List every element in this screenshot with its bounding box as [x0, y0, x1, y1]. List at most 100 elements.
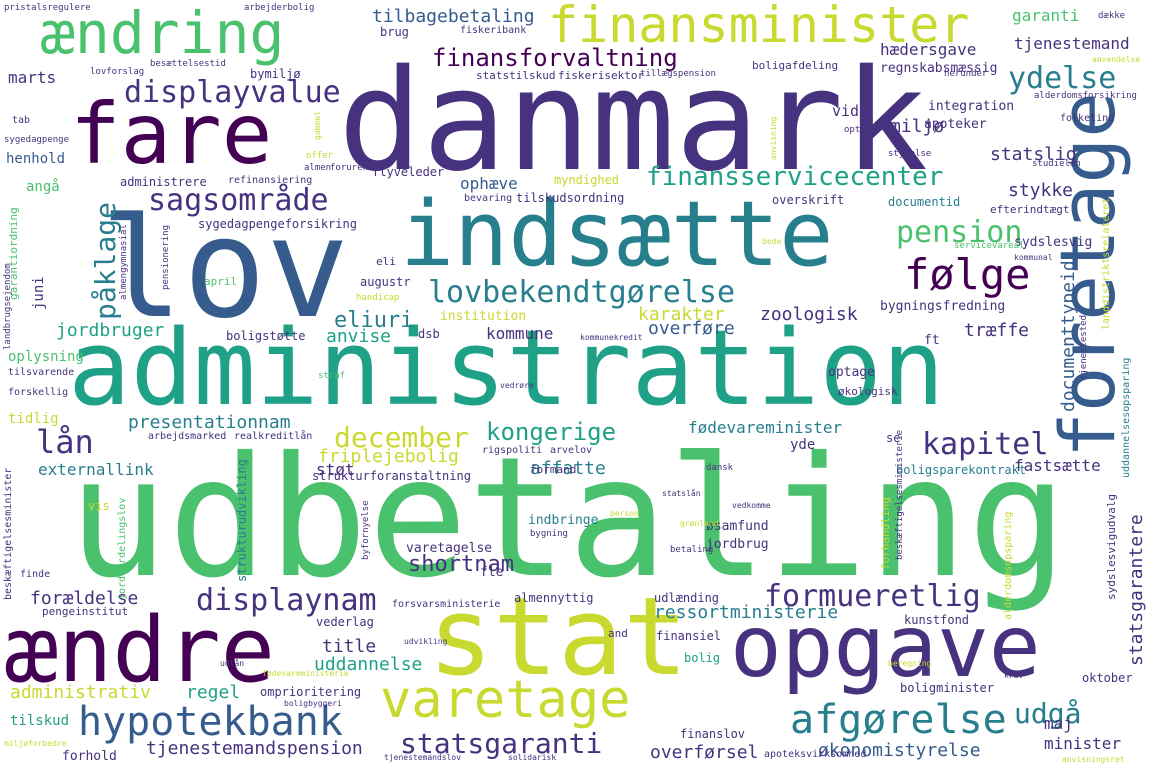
word-haedersgave: hædersgave: [880, 40, 977, 59]
word-bygningsfredning: bygningsfredning: [880, 299, 1006, 314]
word-styrelse: styrelse: [888, 149, 932, 159]
word-uddannelse: uddannelse: [314, 654, 423, 675]
word-vis: vis: [88, 499, 110, 513]
word-fiskerisektor: fiskerisektor: [558, 69, 645, 82]
word-byfornyelse: byfornyelse: [361, 500, 371, 560]
word-jordbruger: jordbruger: [56, 320, 165, 341]
word-arvelov: arvelov: [550, 445, 593, 456]
word-integration: integration: [928, 99, 1015, 114]
word-forhandling: forhandling: [879, 497, 892, 570]
word-udlaan: udlån: [220, 659, 245, 668]
word-vedkomme: vedkomme: [732, 501, 771, 510]
word-administration: administration: [68, 307, 945, 429]
word-rigspoliti: rigspoliti: [482, 445, 543, 456]
word-kommunekredit: kommunekredit: [580, 333, 643, 342]
word-tjenestemandslov: tjenestemandslov: [384, 753, 462, 762]
word-udvikling: udvikling: [404, 637, 448, 646]
word-tilskud: tilskud: [10, 713, 70, 729]
word-dansk: dansk: [706, 463, 734, 473]
word-karakter: karakter: [638, 304, 725, 325]
word-ydelse: ydelse: [1008, 61, 1117, 96]
word-uddannelsesopsparing: uddannelsesopsparing: [1121, 357, 1132, 478]
word-stat: stat: [428, 575, 689, 700]
word-december: december: [334, 421, 469, 454]
word-statsgaranti: statsgaranti: [400, 727, 603, 760]
word-forskellig: forskellig: [8, 387, 69, 398]
word-jordbrug: jordbrug: [706, 537, 769, 552]
word-displaynam: displaynam: [196, 583, 377, 618]
word-dsb: dsb: [418, 327, 440, 341]
word-foedevareministerie: fødevareministerie: [262, 669, 349, 678]
word-finansforvaltning: finansforvaltning: [432, 44, 678, 72]
word-straf: straf: [318, 371, 346, 381]
word-fle: fle: [480, 565, 504, 580]
word-bymiljoe: bymiljø: [250, 67, 301, 81]
word-indsaette: indsætte: [400, 182, 834, 287]
word-eli: eli: [376, 255, 396, 268]
word-administrativ: administrativ: [10, 682, 151, 703]
word-finde: finde: [20, 569, 51, 580]
word-stoet: støt: [316, 460, 355, 479]
word-forurene: forurene: [330, 163, 374, 173]
word-udlaending: udlænding: [654, 591, 720, 605]
word-miljoeforbedre: miljøforbedre: [4, 739, 67, 748]
word-efterindtaegt: efterindtægt: [990, 203, 1070, 216]
word-almennyttig: almennyttig: [514, 591, 594, 605]
word-tillaegspension: tillægspension: [640, 69, 716, 79]
word-maj: maj: [1044, 714, 1073, 733]
word-danmark: danmark: [338, 40, 929, 203]
word-studielaan: studielån: [1032, 159, 1081, 169]
word-udgaa: udgå: [1014, 697, 1082, 730]
word-aendring: ændring: [40, 0, 285, 67]
word-fare: fare: [70, 85, 273, 183]
word-se: se: [886, 431, 901, 445]
word-anvisning: anvisning: [769, 116, 778, 160]
word-strukturudvikling: strukturudvikling: [235, 459, 249, 582]
word-garanti: garanti: [1012, 6, 1080, 25]
word-vid: vid: [832, 102, 860, 120]
word-regnskabsmaessig: regnskabsmæssig: [880, 61, 998, 76]
word-laan: lån: [36, 423, 94, 461]
word-oesamfund: øsamfund: [706, 519, 769, 534]
word-externallink: externallink: [38, 460, 154, 479]
word-kongerige: kongerige: [486, 418, 617, 446]
word-indbringe: indbringe: [528, 513, 599, 528]
word-beregning: beregning: [888, 659, 932, 668]
word-ft: ft: [924, 333, 940, 348]
word-april: april: [204, 275, 238, 288]
word-administrere: administrere: [120, 175, 207, 189]
word-anvise: anvise: [326, 326, 392, 347]
word-overfoere: overføre: [648, 318, 735, 339]
word-groenland: grønland: [680, 519, 719, 528]
word-documenttypeid: documenttypeid: [1058, 260, 1079, 412]
word-boligsparekontrakt: boligsparekontrakt: [896, 463, 1027, 477]
word-juni: juni: [31, 276, 47, 310]
word-opgave: opgave: [730, 597, 1041, 697]
word-sydslesvigudvalg: sydslesvigudvalg: [1105, 494, 1118, 600]
word-tilsvarende: tilsvarende: [8, 367, 75, 378]
word-lov: lov: [100, 188, 350, 349]
word-solidarisk: solidarisk: [508, 753, 557, 762]
word-and: and: [608, 627, 628, 640]
word-flyveleder: flyveleder: [372, 165, 445, 179]
word-gammel: gammel: [313, 111, 322, 140]
word-formand: formand: [530, 463, 577, 476]
word-boligminister: boligminister: [900, 681, 994, 695]
word-krav: krav: [1004, 671, 1024, 680]
word-anvendelse: anvendelse: [1092, 55, 1141, 64]
word-alderdomsopsparing: alderdomsopsparing: [1003, 511, 1014, 620]
word-jordfordelingslov: jordfordelingslov: [117, 497, 128, 600]
word-refinansiering: refinansiering: [228, 175, 313, 186]
word-statslaan: statslån: [662, 489, 701, 498]
word-pension: pension: [896, 215, 1023, 250]
word-tilbagebetaling: tilbagebetaling: [372, 6, 535, 27]
word-hypotekbank: hypotekbank: [78, 699, 343, 745]
word-regel: regel: [186, 682, 241, 703]
word-vederlag: vederlag: [316, 615, 374, 629]
word-marts: marts: [8, 68, 57, 87]
word-formueretlig: formueretlig: [764, 579, 981, 614]
word-sygedagpengeforsikring: sygedagpengeforsikring: [198, 217, 357, 231]
word-oekonomistyrelse: økonomistyrelse: [818, 740, 981, 761]
word-stykke: stykke: [1008, 180, 1074, 201]
word-paaklage: påklage: [89, 201, 122, 320]
